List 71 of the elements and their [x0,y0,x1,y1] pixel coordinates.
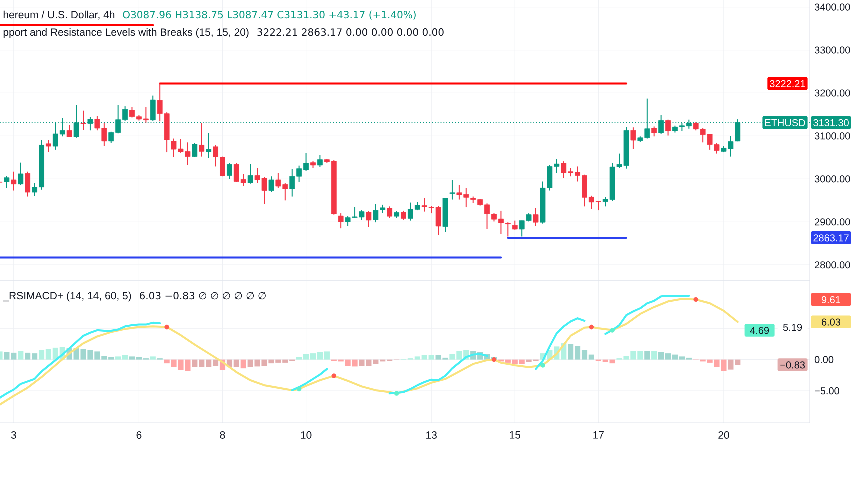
ref-line-label: ETHUSD [766,119,806,126]
annotation: 6.03 −0.83 ∅ ∅ ∅ ∅ ∅ ∅ [140,292,266,300]
y-tick-label: 3000.00 [814,176,850,183]
bar [18,351,24,360]
candlestick [387,206,393,219]
candlestick [317,154,323,168]
candlestick [227,162,232,180]
x-tick-label: 13 [426,432,437,439]
candlestick [150,95,156,122]
candlestick [199,122,205,158]
y-tick-label: −5.00 [815,388,840,395]
y-tick-label: 2900.00 [815,218,850,226]
candlestick [533,208,539,227]
point [332,374,337,378]
annotation: 3222.21 2863.17 0.00 0.00 0.00 0.00 [258,28,444,36]
x-tick-label: 8 [220,432,226,439]
candlestick [450,180,456,200]
annotation: 6.03 [822,318,841,326]
annotation: 9.61 [822,296,840,304]
candlestick [11,171,17,192]
annotation: 2863.17 [814,234,849,242]
candlestick [401,210,406,220]
candlestick [666,119,671,136]
point [394,391,400,396]
candlestick [206,132,212,159]
candlestick [25,171,31,198]
x-tick-label: 15 [510,432,521,439]
x-tick-label: 6 [136,432,142,439]
point [540,363,546,368]
text: pport and Resistance Levels with Breaks (15, 15, 20) [4,28,249,38]
annotation: O3087.96 H3138.75 L3087.47 C3131.30 +43.17 (+1.40%) [123,10,416,20]
y-tick-label: 2800.00 [815,262,850,269]
y-tick-label: 3100.00 [814,132,850,140]
x-tick-label: 3 [11,432,16,439]
candlestick [18,162,24,186]
annotation: 5.19 [783,324,802,332]
y-tick-label: 3300.00 [814,46,850,54]
candlestick [652,126,658,138]
candlestick [338,213,344,230]
point [694,297,699,302]
bar [240,360,246,369]
candlestick [268,176,274,193]
bar [644,351,650,360]
candlestick [512,220,518,230]
point [164,324,170,330]
candlestick [192,142,198,158]
y-tick-label: 3400.00 [814,4,850,11]
point [610,328,615,333]
candlestick [80,110,86,131]
candlestick [366,210,372,228]
candlestick [248,164,254,184]
candlestick [46,140,52,153]
annotation: 3222.21 [770,80,806,88]
candlestick [66,124,72,138]
annotation: −0.83 [780,362,806,369]
annotation: 3131.30 [814,119,849,126]
candlestick [630,127,636,150]
point [589,324,594,330]
y-tick-label: 3200.00 [814,90,850,97]
x-tick-label: 17 [594,432,604,439]
text: _RSIMACD+ (14, 14, 60, 5) [3,292,132,302]
y-tick-label: 0.00 [814,356,834,364]
point [492,357,497,362]
annotation: 4.69 [750,327,770,334]
text: hereum / U.S. Dollar, 4h [4,10,115,20]
x-tick-label: 10 [301,432,312,439]
bar [150,356,156,360]
candlestick [4,176,10,189]
point [296,386,302,392]
bar [652,351,658,360]
x-tick-label: 20 [718,432,730,439]
